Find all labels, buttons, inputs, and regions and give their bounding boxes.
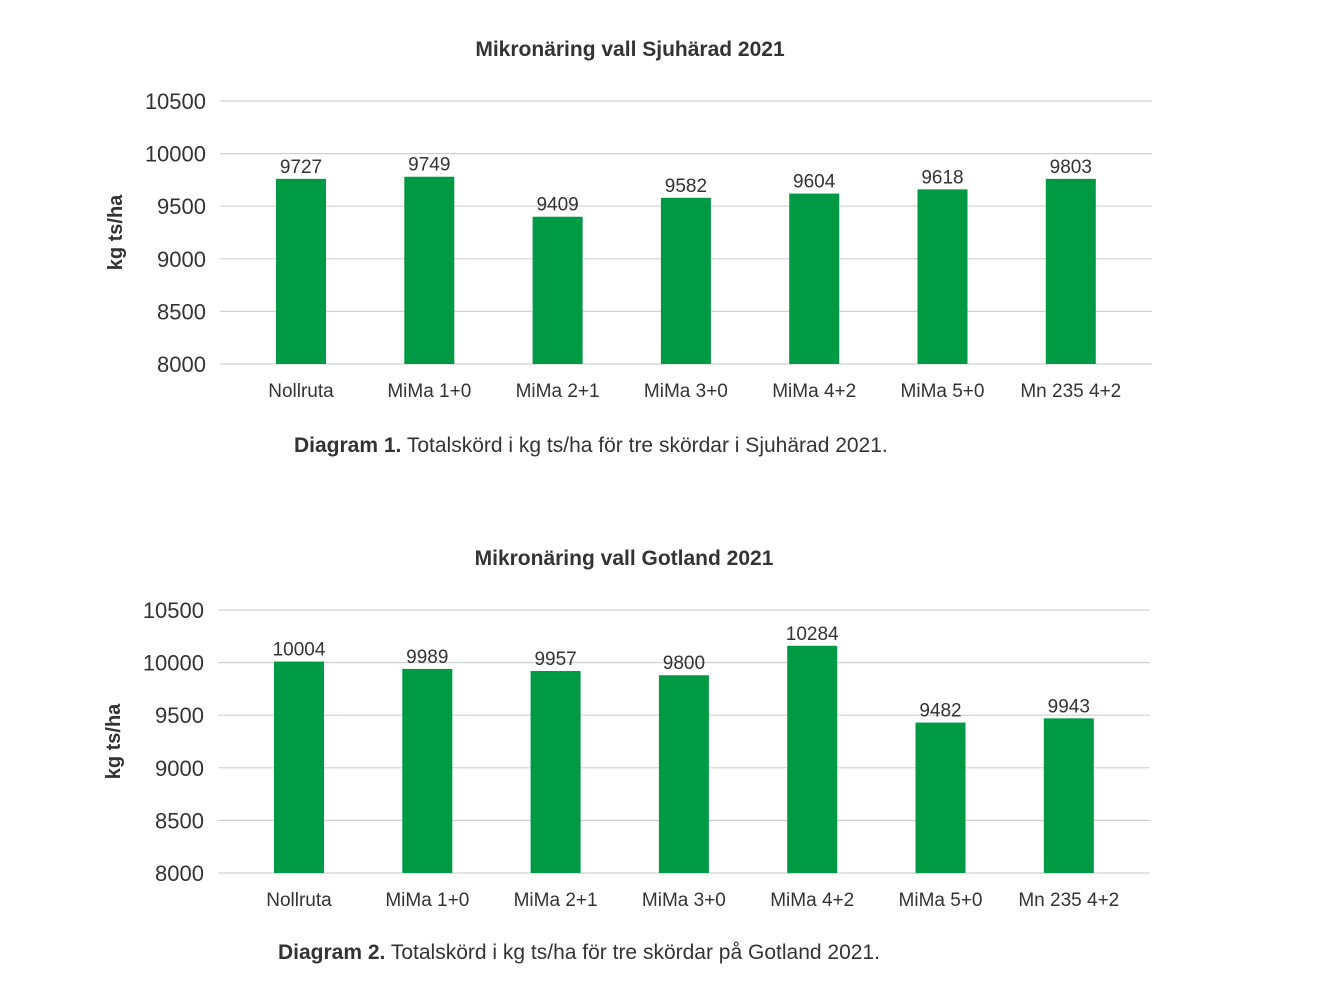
caption-2-label: Diagram 2. (278, 941, 386, 964)
caption-1-text: Totalskörd i kg ts/ha för tre skördar i … (401, 434, 888, 457)
chart-2-data-label: 10004 (273, 640, 326, 661)
chart-1-y-tick-label: 8000 (157, 352, 206, 377)
chart-2-data-label: 9957 (534, 649, 576, 670)
caption-diagram-2: Diagram 2. Totalskörd i kg ts/ha för tre… (278, 941, 880, 965)
chart-1-category-label: MiMa 2+1 (516, 381, 600, 402)
chart-2-data-label: 9989 (406, 647, 448, 668)
chart-2-y-tick-label: 9000 (155, 756, 204, 781)
chart-2-bar (1043, 718, 1094, 873)
chart-2-y-tick-label: 10500 (143, 598, 204, 623)
chart-2-category-label: MiMa 5+0 (899, 890, 983, 911)
chart-2-data-label: 9800 (663, 653, 705, 674)
chart-1-data-label: 9618 (921, 167, 963, 188)
chart-1-y-axis-label: kg ts/ha (105, 194, 127, 270)
chart-2-data-label: 10284 (786, 624, 839, 645)
chart-1-category-label: MiMa 1+0 (387, 381, 471, 402)
chart-2-y-tick-label: 8000 (155, 861, 204, 886)
chart-2-y-tick-label: 10000 (143, 651, 204, 676)
chart-1-data-label: 9749 (408, 155, 450, 176)
chart-2-data-label: 9482 (919, 701, 961, 722)
chart-2-bar (530, 671, 581, 873)
chart-2-bar (787, 645, 838, 873)
chart-1-y-tick-label: 9000 (157, 247, 206, 272)
chart-1-category-label: MiMa 5+0 (901, 381, 985, 402)
caption-1-label: Diagram 1. (294, 434, 402, 457)
chart-1-title: Mikronäring vall Sjuhärad 2021 (475, 38, 785, 61)
chart-1-bar (276, 178, 326, 364)
chart-1-category-label: Mn 235 4+2 (1020, 381, 1121, 402)
chart-1-bar (1045, 178, 1096, 364)
chart-2-y-tick-label: 9500 (155, 703, 204, 728)
chart-2-category-label: MiMa 4+2 (770, 890, 854, 911)
chart-2-data-label: 9943 (1048, 696, 1090, 717)
chart-1-y-tick-label: 10000 (145, 142, 206, 167)
chart-2-bar (658, 675, 709, 873)
chart-1-bar (789, 193, 840, 364)
chart-2-category-label: MiMa 3+0 (642, 890, 726, 911)
chart-2-y-axis-label: kg ts/ha (103, 703, 125, 779)
caption-diagram-1: Diagram 1. Totalskörd i kg ts/ha för tre… (294, 434, 888, 458)
chart-2-category-label: Nollruta (266, 890, 332, 911)
chart-1-category-label: MiMa 3+0 (644, 381, 728, 402)
chart-1-bar (917, 189, 968, 364)
chart-2-category-label: Mn 235 4+2 (1018, 890, 1119, 911)
chart-1-data-label: 9409 (536, 195, 578, 216)
chart-2-category-label: MiMa 2+1 (514, 890, 598, 911)
chart-1-category-label: MiMa 4+2 (772, 381, 856, 402)
chart-2-y-tick-label: 8500 (155, 808, 204, 833)
chart-2-bar (402, 668, 453, 873)
chart-1-data-label: 9604 (793, 172, 836, 193)
chart-1-bar (532, 216, 583, 364)
chart-2-title: Mikronäring vall Gotland 2021 (475, 547, 774, 570)
chart-1-bar (404, 176, 455, 364)
chart-1-y-tick-label: 9500 (157, 194, 206, 219)
chart-1-y-tick-label: 8500 (157, 299, 206, 324)
chart-2-category-label: MiMa 1+0 (385, 890, 469, 911)
caption-2-text: Totalskörd i kg ts/ha för tre skördar på… (385, 941, 880, 964)
chart-1-data-label: 9803 (1050, 157, 1092, 178)
chart-1-category-label: Nollruta (268, 381, 334, 402)
chart-1-data-label: 9727 (280, 157, 322, 178)
chart-1-y-tick-label: 10500 (145, 89, 206, 114)
chart-1-bar (660, 197, 711, 364)
chart-1-data-label: 9582 (665, 176, 707, 197)
chart-2-bar (915, 722, 966, 873)
chart-2-bar (274, 661, 324, 873)
